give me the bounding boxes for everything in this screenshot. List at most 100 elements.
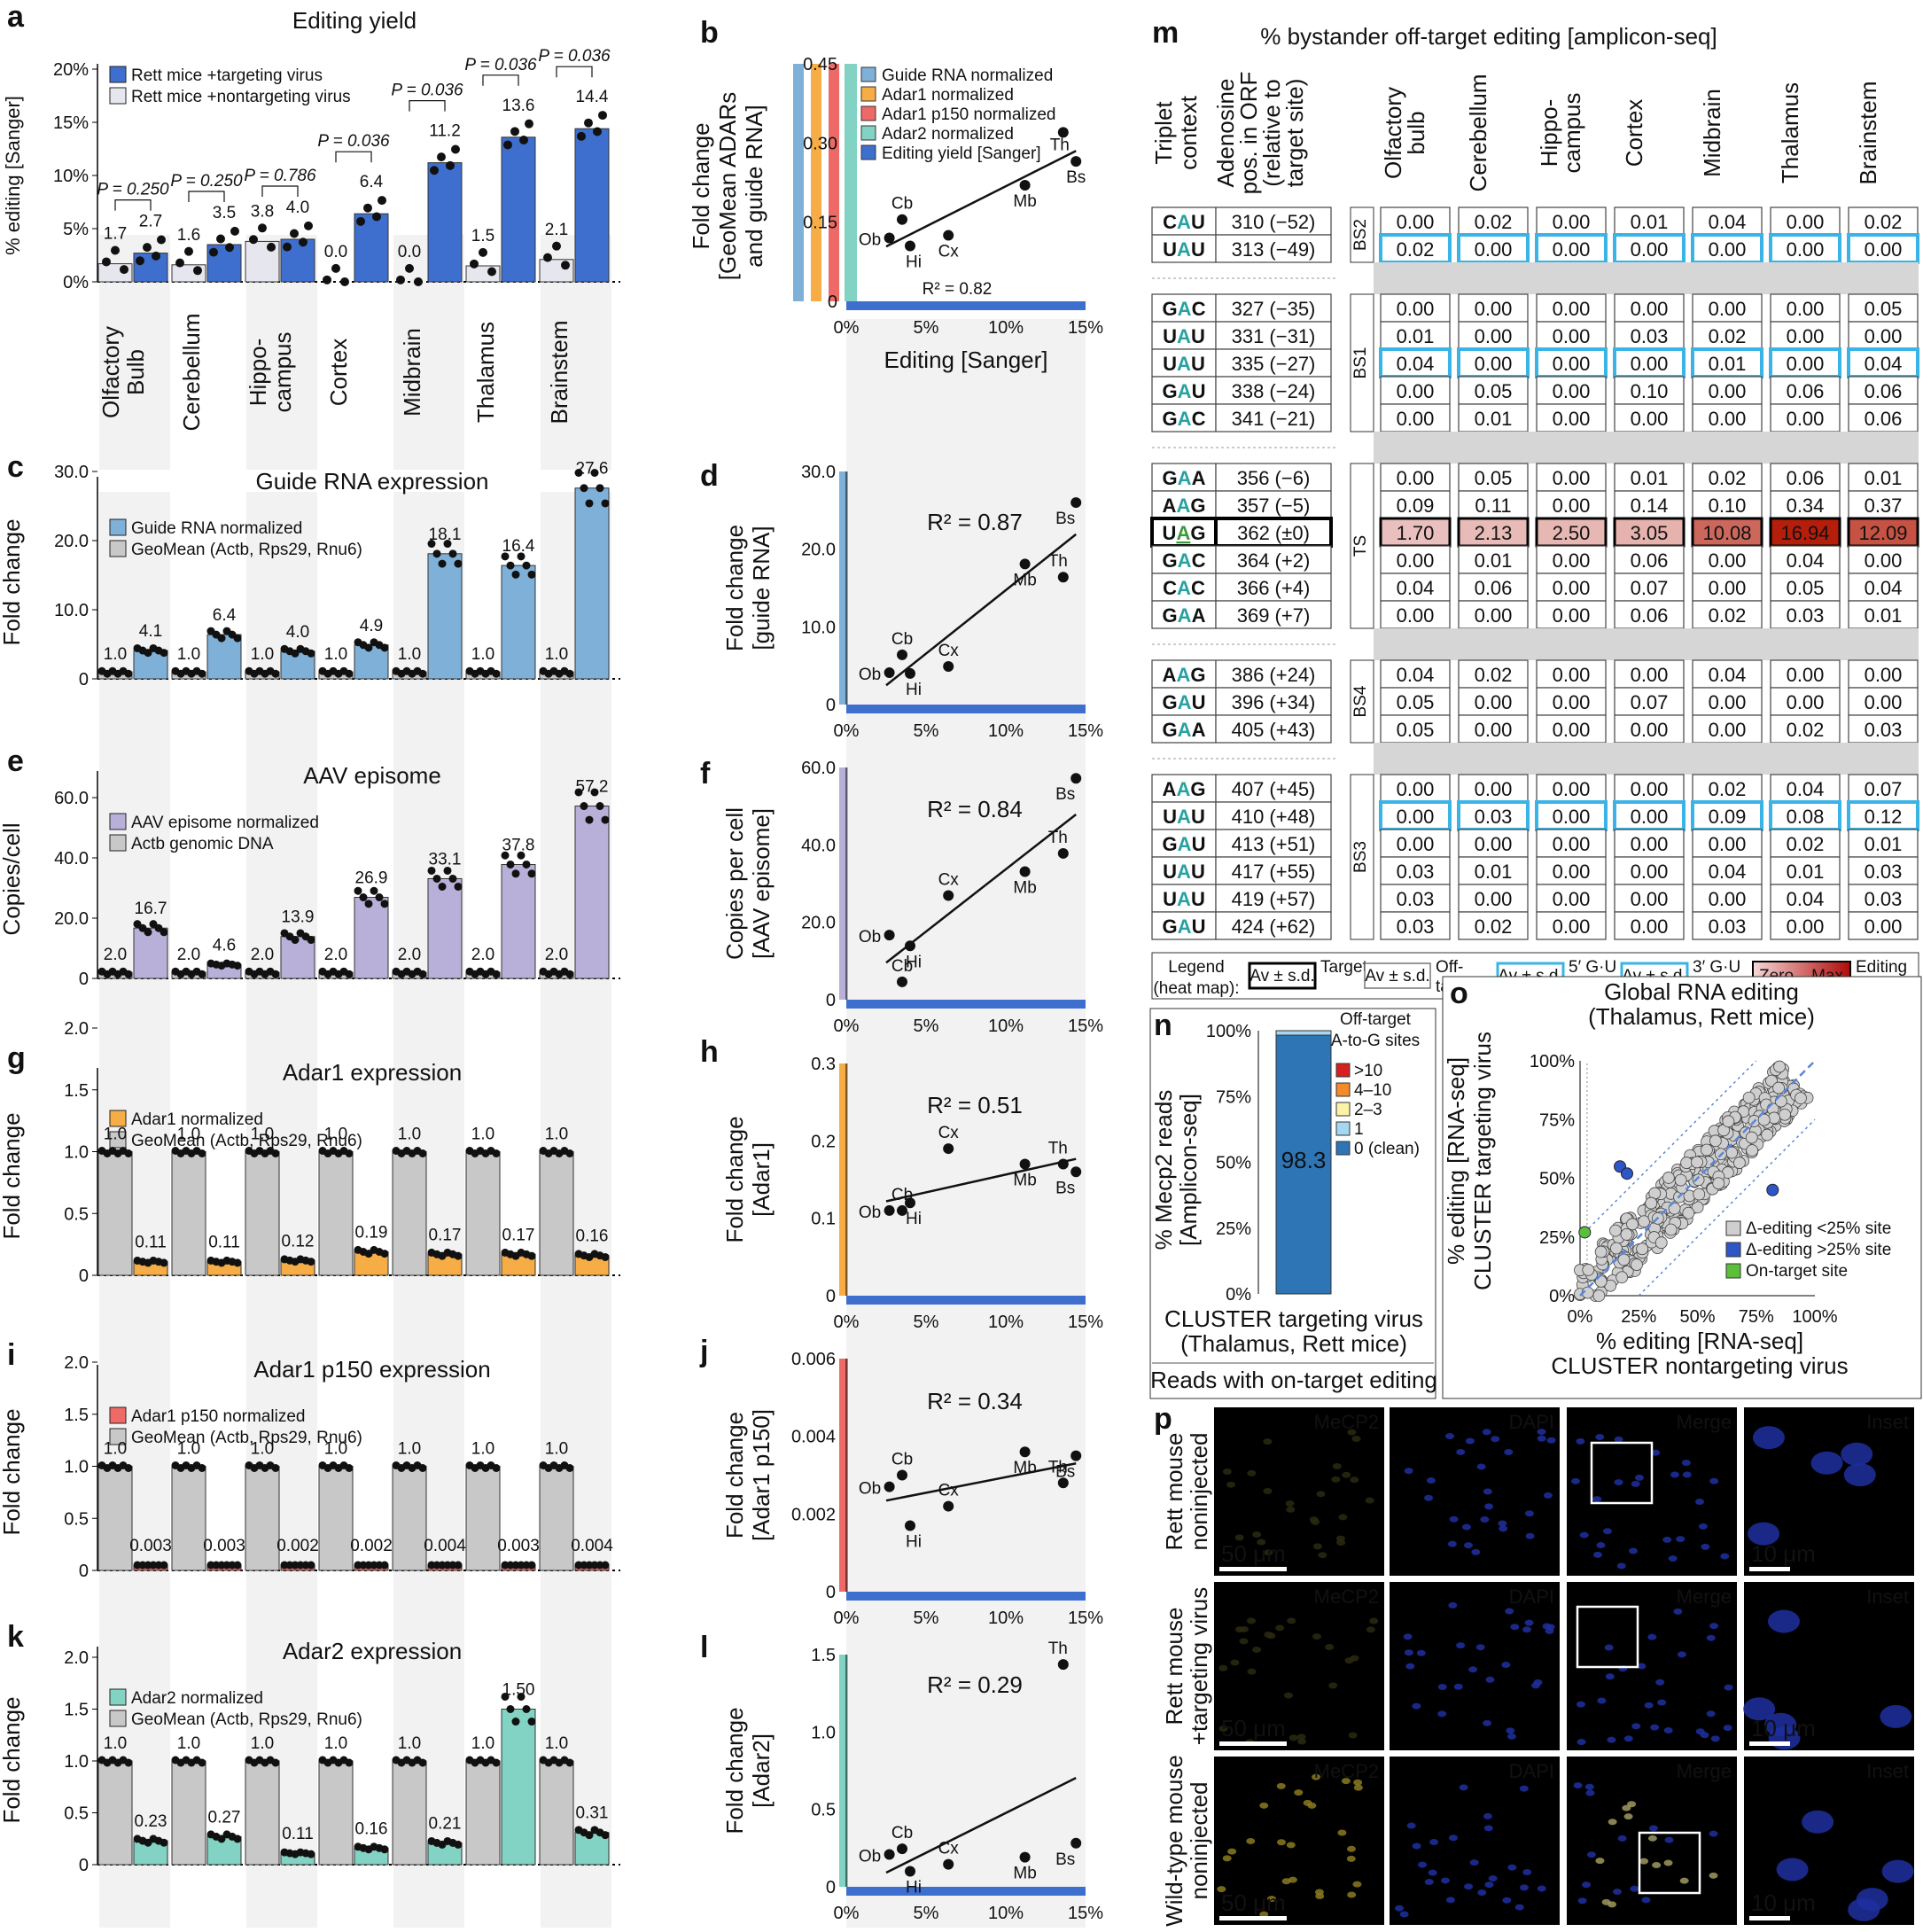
point-label: Bs [1055, 785, 1075, 804]
heat-value: 0.00 [1709, 238, 1747, 261]
cell-nucleus [1764, 1712, 1797, 1736]
triplet-context: GAU [1163, 691, 1206, 713]
col-header: Adenosine [1212, 79, 1239, 188]
data-point [1645, 1196, 1658, 1210]
data-label: 2.0 [251, 946, 274, 964]
heat-value: 0.00 [1709, 833, 1747, 855]
cell-nucleus [1477, 1889, 1487, 1896]
data-label: 1.5 [471, 227, 494, 245]
heat-value: 0.00 [1397, 806, 1435, 828]
heat-value: 0.05 [1397, 691, 1435, 713]
tick-label: 15% [1068, 1609, 1103, 1628]
nucleotide: U [1191, 888, 1205, 910]
point-label: Th [1048, 1640, 1068, 1658]
data-point [225, 243, 234, 253]
cell-nucleus [1597, 1697, 1607, 1704]
tick-label: 50% [1216, 1154, 1251, 1173]
nucleotide: G [1163, 915, 1178, 938]
heat-cell [1614, 321, 1685, 350]
tick-label: 10% [988, 318, 1024, 338]
heat-cell [1848, 463, 1919, 492]
bar [318, 1151, 354, 1276]
bar [280, 936, 315, 979]
heat-cell [1848, 321, 1919, 350]
axis-strip [845, 64, 848, 301]
scale-bar [1749, 1916, 1790, 1920]
nucleotide: G [1163, 298, 1178, 320]
cell-nucleus [1426, 1477, 1436, 1484]
col-header: Brainstem [1855, 81, 1881, 184]
bar [539, 1760, 574, 1866]
nucleotide: A [1163, 495, 1177, 517]
y-axis-label: CLUSTER targeting virus [1469, 1032, 1496, 1290]
data-label: 13.6 [502, 97, 535, 115]
cell-nucleus [1499, 1525, 1508, 1532]
data-point [454, 1840, 463, 1849]
cell-nucleus [1752, 1426, 1785, 1450]
cell-nucleus [1595, 1434, 1605, 1441]
data-point [590, 788, 599, 797]
cell-nucleus [1276, 1839, 1286, 1846]
data-label: 0.17 [502, 1226, 535, 1244]
heat-value: 0.01 [1631, 467, 1669, 489]
group-box [1350, 774, 1374, 940]
data-label: 1.0 [104, 1126, 127, 1144]
cell-nucleus [1264, 1549, 1273, 1556]
cell [1151, 234, 1217, 263]
data-label: 4.6 [213, 936, 236, 954]
col-header: Olfactory [1380, 87, 1406, 179]
data-point [565, 970, 574, 978]
heat-value: 10.08 [1702, 522, 1751, 544]
legend-label: Actb genomic DNA [131, 835, 274, 853]
triplet-context: GAU [1163, 380, 1206, 402]
heat-value: 12.09 [1858, 522, 1907, 544]
position-label: 335 (−27) [1232, 353, 1316, 375]
data-point [198, 1758, 206, 1767]
tick-label: 10% [53, 167, 89, 186]
scale-label: 10 μm [1751, 1889, 1816, 1916]
legend-swatch [860, 144, 876, 160]
heat-value: 0.01 [1709, 353, 1747, 375]
point-label: Bs [1066, 168, 1086, 187]
identity-line [1579, 1060, 1816, 1297]
legend-label: GeoMean (Actb, Rps29, Rnu6) [131, 1429, 362, 1447]
heat-value: 0.04 [1787, 888, 1825, 910]
heat-value: 0.00 [1475, 604, 1513, 627]
tick-label: 0.15 [803, 214, 837, 233]
nucleotide: A [1177, 577, 1191, 599]
data-point [271, 1464, 280, 1472]
panel-letter: m [1152, 16, 1179, 50]
heat-value: 0.02 [1709, 604, 1747, 627]
data-point [291, 649, 300, 658]
data-label: 1.0 [398, 1126, 421, 1144]
scale-label: 50 μm [1221, 1715, 1286, 1741]
cell-nucleus [1247, 1617, 1257, 1624]
data-label: 1.0 [545, 1734, 568, 1753]
legend-swatch [109, 1131, 127, 1149]
heat-value: 0.00 [1631, 408, 1669, 430]
data-label: 0.003 [497, 1537, 540, 1555]
heat-value: 0.00 [1787, 915, 1825, 938]
nucleotide: A [1178, 719, 1192, 741]
cell-nucleus [1294, 1789, 1304, 1796]
heat-value: 0.00 [1553, 888, 1591, 910]
cell-nucleus [1843, 1463, 1876, 1487]
data-point [590, 468, 599, 477]
position-label: 405 (+43) [1232, 719, 1316, 741]
panel-letter: n [1154, 1009, 1172, 1042]
heat-cell [1770, 293, 1841, 323]
legend-swatch [860, 66, 876, 82]
heat-value: 0.00 [1709, 380, 1747, 402]
cell-nucleus [1347, 1429, 1357, 1436]
heat-cell [1848, 545, 1919, 574]
heat-value: 0.00 [1475, 888, 1513, 910]
legend-label: Adar1 p150 normalized [131, 1407, 305, 1426]
legend-swatch [1725, 1242, 1741, 1258]
nucleotide: U [1192, 691, 1206, 713]
heat-value: 0.02 [1709, 778, 1747, 800]
heat-value: 0.03 [1865, 888, 1903, 910]
data-label: 14.4 [576, 88, 609, 106]
point-label: Ob [859, 231, 881, 250]
data-point [370, 886, 378, 895]
heat-cell [1380, 829, 1451, 858]
